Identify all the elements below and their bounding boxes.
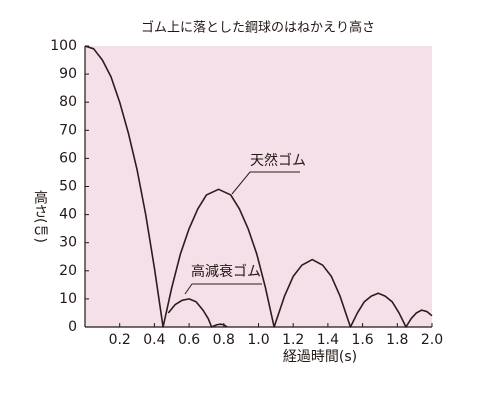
y-axis-label: 高さ(㎝) bbox=[32, 189, 48, 243]
x-tick-label: 1.6 bbox=[351, 332, 373, 348]
x-tick-label: 0.6 bbox=[178, 332, 200, 348]
series-label: 高減衰ゴム bbox=[191, 263, 261, 280]
series-line bbox=[84, 45, 433, 328]
y-tick-label: 90 bbox=[59, 66, 77, 82]
x-tick-label: 1.4 bbox=[317, 332, 339, 348]
y-tick-label: 50 bbox=[59, 179, 77, 195]
x-tick-label: 0.2 bbox=[109, 332, 131, 348]
x-tick-label: 1.2 bbox=[282, 332, 304, 348]
x-tick-label: 0.8 bbox=[213, 332, 235, 348]
y-tick-label: 70 bbox=[59, 122, 77, 138]
y-tick-label: 100 bbox=[50, 38, 77, 54]
leader-line bbox=[184, 283, 262, 295]
y-tick-label: 0 bbox=[68, 319, 77, 335]
x-tick-label: 1.8 bbox=[386, 332, 408, 348]
x-tick-label: 0.4 bbox=[143, 332, 165, 348]
y-tick-label: 40 bbox=[59, 207, 77, 223]
leader-line bbox=[231, 171, 300, 195]
y-tick-label: 80 bbox=[59, 94, 77, 110]
series-line bbox=[167, 298, 228, 328]
chart-title: ゴム上に落とした鋼球のはねかえり高さ bbox=[141, 20, 375, 36]
y-tick-label: 30 bbox=[59, 235, 77, 251]
y-tick-label: 20 bbox=[59, 263, 77, 279]
plot-area bbox=[85, 46, 432, 327]
x-axis-label: 経過時間(s) bbox=[283, 349, 357, 365]
x-tick-label: 1.0 bbox=[247, 332, 269, 348]
y-tick-label: 10 bbox=[59, 291, 77, 307]
series-label: 天然ゴム bbox=[250, 152, 306, 169]
x-tick-label: 2.0 bbox=[421, 332, 443, 348]
y-tick-label: 60 bbox=[59, 150, 77, 166]
